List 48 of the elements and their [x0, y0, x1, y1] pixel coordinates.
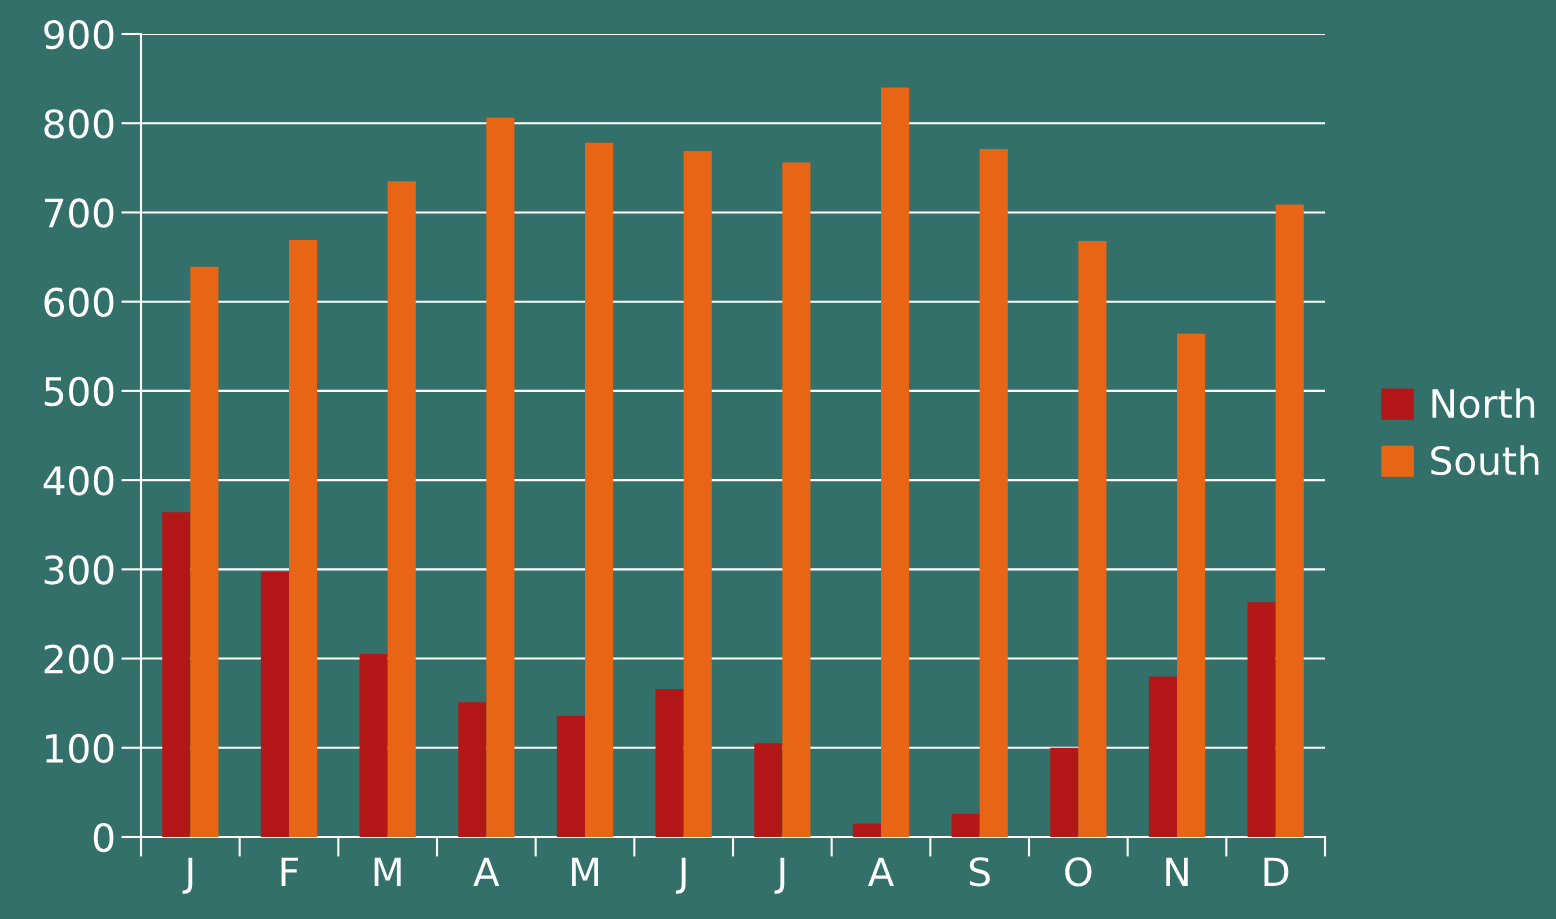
- x-tick-label: A: [868, 857, 894, 886]
- bar: [754, 743, 783, 837]
- x-tick-label: D: [1264, 857, 1289, 886]
- bar: [556, 715, 585, 837]
- bar: [979, 149, 1008, 837]
- bar: [1275, 204, 1304, 837]
- bar: [782, 162, 811, 837]
- bar: [458, 702, 487, 837]
- y-tick-label: 100: [46, 733, 114, 764]
- x-tick-label: O: [1065, 857, 1092, 887]
- bar: [683, 150, 712, 837]
- y-tick-label: 700: [44, 198, 114, 228]
- y-tick-label: 400: [43, 466, 114, 496]
- bar: [486, 117, 515, 837]
- bar: [1050, 747, 1079, 837]
- bar: [852, 823, 881, 837]
- bar: [1078, 241, 1107, 837]
- bar: [289, 240, 318, 837]
- legend-label: South: [1431, 445, 1539, 476]
- bar: [585, 142, 614, 837]
- bar: [162, 512, 191, 837]
- y-tick-label: 300: [44, 555, 114, 585]
- bar: [951, 813, 980, 837]
- y-tick-label: 800: [44, 109, 114, 139]
- x-tick-label: A: [473, 857, 500, 886]
- bar: [359, 654, 388, 837]
- y-tick-label: 600: [44, 287, 114, 317]
- x-tick-label: M: [572, 857, 598, 886]
- legend-label: North: [1432, 388, 1535, 419]
- bar: [387, 181, 416, 837]
- x-tick-label: J: [774, 857, 785, 894]
- x-tick-label: J: [182, 857, 193, 894]
- x-tick-label: S: [969, 857, 990, 887]
- bar: [190, 266, 219, 837]
- y-tick-label: 900: [44, 19, 114, 50]
- y-tick-label: 500: [44, 376, 114, 407]
- bar: [655, 688, 684, 837]
- x-tick-label: N: [1166, 857, 1188, 886]
- x-tick-label: M: [374, 857, 401, 886]
- bar: [881, 87, 910, 837]
- y-tick-label: 200: [44, 644, 114, 674]
- bar: [260, 572, 289, 837]
- bar: [1247, 602, 1276, 837]
- y-tick-label: 0: [93, 822, 114, 853]
- bar: [1177, 333, 1206, 837]
- bar: [1148, 676, 1177, 837]
- x-tick-label: F: [281, 857, 298, 886]
- x-tick-label: J: [675, 857, 686, 894]
